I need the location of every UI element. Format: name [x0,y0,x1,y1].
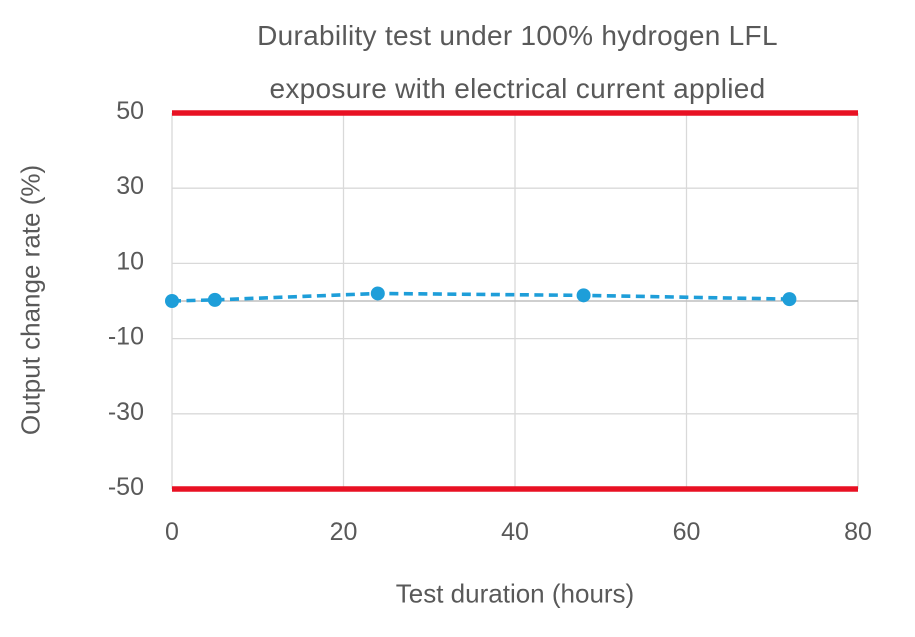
x-axis-title: Test duration (hours) [395,578,635,609]
chart-title-line2: exposure with electrical current applied [269,73,766,104]
x-tick-label-20: 20 [330,518,358,546]
tick-labels: 0 20 40 60 80 50 30 10 -10 -30 -50 [108,97,872,546]
y-tick-label--30: -30 [108,398,144,426]
data-point-0h [165,294,179,308]
x-tick-label-0: 0 [165,518,179,546]
y-tick-label-30: 30 [116,172,144,200]
series-dashed-line [171,291,790,303]
chart-title: Durability test under 100% hydrogen LFL … [0,9,915,115]
x-tick-label-60: 60 [673,518,701,546]
y-tick-label-10: 10 [116,247,144,275]
y-tick-label--50: -50 [108,473,144,501]
data-point-72h [782,292,797,307]
data-point-5h [207,292,222,307]
x-tick-label-40: 40 [501,518,529,546]
limit-lines [172,110,858,492]
data-series [165,286,797,308]
chart-title-line1: Durability test under 100% hydrogen LFL [257,20,778,51]
x-tick-label-80: 80 [844,518,872,546]
data-point-48h [576,288,591,303]
y-tick-label-50: 50 [116,97,144,125]
data-point-24h [370,286,385,301]
y-tick-label--10: -10 [108,323,144,351]
